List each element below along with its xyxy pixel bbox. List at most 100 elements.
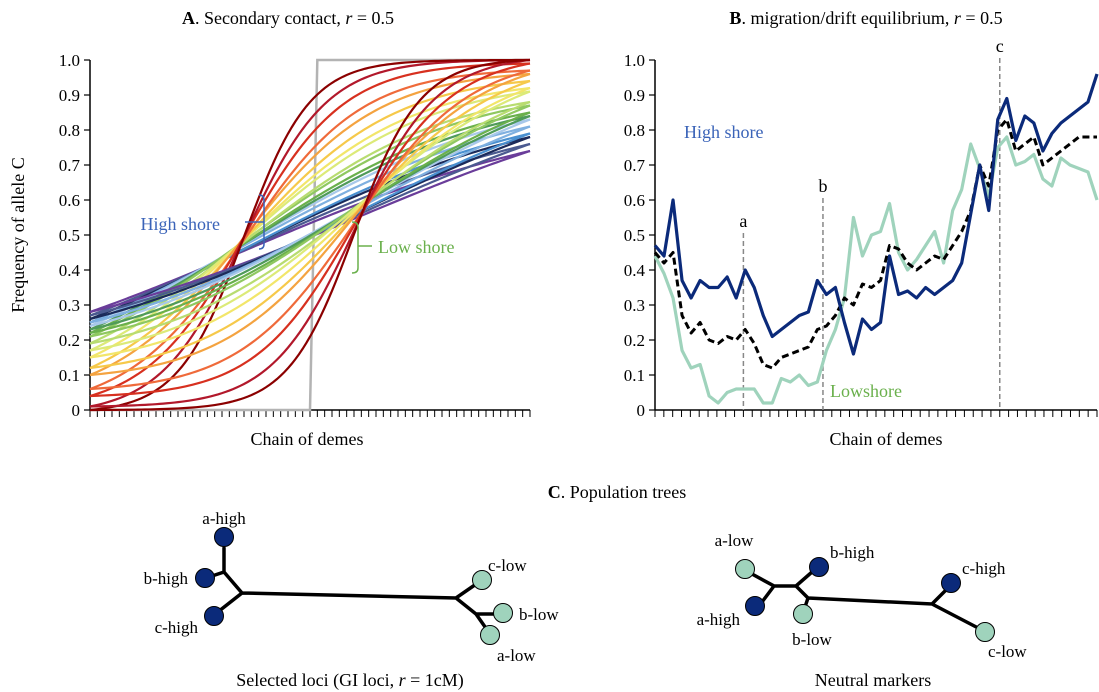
sample-label-b: b (818, 176, 827, 196)
panel-a-title: A. Secondary contact, r = 0.5 (182, 8, 394, 28)
tree-node-a-low-neutral (735, 559, 755, 579)
cline-low-6 (89, 86, 531, 359)
panel-a-y-tick-label: 0.8 (59, 121, 80, 140)
panel-b-series (653, 73, 1099, 405)
panel-c-letter: C (548, 482, 561, 502)
panel-a-y-tick-label: 0.6 (59, 191, 80, 210)
cline-low-1 (89, 58, 531, 408)
panel-b-x-axis (654, 409, 1098, 417)
panel-a-letter: A (182, 8, 195, 28)
cline-low-0 (89, 58, 531, 412)
tree-label-a-high-neutral: a-high (697, 610, 741, 629)
cline-low-3 (89, 69, 531, 391)
tree-node-a-high (214, 527, 234, 547)
panel-b-y-tick-label: 0.4 (624, 261, 646, 280)
tree-node-c-high (204, 606, 224, 626)
tree-label-b-high-neutral: b-high (830, 543, 875, 562)
panel-b-y-tick-label: 0.5 (624, 226, 645, 245)
panel-a-y-tick-label: 0.5 (59, 226, 80, 245)
tree-node-a-high-neutral (745, 596, 765, 616)
tree-label-c-low-neutral: c-low (988, 642, 1027, 661)
series-lowshore (653, 135, 1099, 405)
selected-caption-post: = 1cM) (406, 670, 464, 691)
panel-a-r-value: = 0.5 (352, 8, 394, 28)
panel-b-sample-markers: a b c (739, 36, 1004, 410)
panel-b-letter: B (729, 8, 741, 28)
tree-label-a-high: a-high (202, 509, 246, 528)
cline-high-7 (89, 90, 531, 352)
cline-low-8 (89, 100, 531, 345)
tree-node-a-low (480, 625, 500, 645)
panel-b-title: B. migration/drift equilibrium, r = 0.5 (729, 8, 1002, 28)
panel-a-y-tick-label: 0.1 (59, 366, 80, 385)
tree-label-a-low-neutral: a-low (715, 531, 754, 550)
panel-b-chart: 0 0.1 0.2 0.3 0.4 0.5 0.6 0.7 0.8 0.9 1.0 a b c Chai… (624, 36, 1099, 449)
tree-node-b-high (195, 568, 215, 588)
tree-node-b-low-neutral (793, 604, 813, 624)
tree-label-b-high: b-high (144, 569, 189, 588)
panel-c-title-text: . Population trees (561, 482, 686, 502)
cline-low-9 (89, 104, 531, 338)
panel-b-y-tick-label: 0.7 (624, 156, 646, 175)
cline-low-12 (89, 118, 531, 328)
tree-node-c-low-neutral (975, 622, 995, 642)
tree-label-b-low-neutral: b-low (792, 630, 832, 649)
cline-low-4 (89, 72, 531, 377)
panel-b-y-tick-label: 0.2 (624, 331, 645, 350)
tree-label-b-low: b-low (519, 605, 559, 624)
panel-a-y-axis-title: Frequency of allele C (8, 157, 28, 312)
neutral-markers-tree: a-low b-high a-high b-low c-high c-low N… (697, 531, 1028, 690)
panel-b-y-tick-label: 0.8 (624, 121, 645, 140)
tree-node-c-low (472, 570, 492, 590)
panel-a-y-axis: 0 0.1 0.2 0.3 0.4 0.5 0.6 0.7 0.8 0.9 1.0 (59, 51, 91, 420)
panel-a-clines (89, 58, 531, 412)
panel-a-chart: 0 0.1 0.2 0.3 0.4 0.5 0.6 0.7 0.8 0.9 1.0 Frequenc… (8, 51, 531, 449)
panel-a-y-tick-label: 0.7 (59, 156, 81, 175)
panel-a-y-tick-label: 0 (72, 401, 81, 420)
panel-b-title-text: . migration/drift equilibrium, (741, 8, 953, 28)
selected-caption-r: r (399, 670, 407, 690)
neutral-tree-branches (750, 570, 984, 632)
cline-high-1 (89, 58, 531, 408)
cline-high-0 (89, 58, 531, 412)
sample-label-a: a (739, 211, 747, 231)
panel-b-r: r (954, 8, 962, 28)
neutral-tree-caption: Neutral markers (815, 670, 931, 690)
high-shore-label-b: High shore (684, 122, 764, 142)
panel-b-y-tick-label: 1.0 (624, 51, 645, 70)
cline-low-7 (89, 90, 531, 352)
tree-label-c-high: c-high (155, 618, 199, 637)
sample-label-c: c (996, 36, 1004, 56)
panel-b-x-axis-title: Chain of demes (830, 429, 943, 449)
tree-label-a-low: a-low (497, 646, 536, 665)
panel-b-y-axis: 0 0.1 0.2 0.3 0.4 0.5 0.6 0.7 0.8 0.9 1.0 (624, 51, 656, 420)
panel-a-x-axis-title: Chain of demes (251, 429, 364, 449)
selected-caption-pre: Selected loci (GI loci, (236, 670, 398, 691)
series-high-shore (653, 73, 1099, 356)
tree-node-b-low (493, 603, 513, 623)
panel-b-y-tick-label: 0.6 (624, 191, 645, 210)
tree-label-c-high-neutral: c-high (962, 559, 1006, 578)
low-shore-label: Low shore (378, 237, 454, 257)
cline-low-11 (89, 114, 531, 331)
panel-a-r: r (345, 8, 353, 28)
panel-b-y-tick-label: 0 (637, 401, 646, 420)
cline-high-17 (89, 149, 531, 314)
selected-tree-branches (204, 546, 504, 636)
selected-loci-tree: a-high b-high c-high c-low b-low a-low S… (144, 509, 560, 691)
cline-low-2 (89, 62, 531, 398)
low-shore-bracket (351, 221, 359, 274)
low-shore-label-b: Lowshore (830, 381, 902, 401)
cline-high-11 (89, 114, 531, 331)
panel-a-title-text: . Secondary contact, (195, 8, 345, 28)
panel-a-y-tick-label: 0.4 (59, 261, 81, 280)
selected-tree-caption: Selected loci (GI loci, r = 1cM) (236, 670, 464, 691)
series-mean (653, 118, 1097, 370)
panel-b-y-tick-label: 0.9 (624, 86, 645, 105)
cline-high-3 (89, 69, 531, 391)
panel-a-y-tick-label: 0.2 (59, 331, 80, 350)
tree-node-b-high-neutral (809, 557, 829, 577)
tree-node-c-high-neutral (941, 573, 961, 593)
panel-a-y-tick-label: 1.0 (59, 51, 80, 70)
